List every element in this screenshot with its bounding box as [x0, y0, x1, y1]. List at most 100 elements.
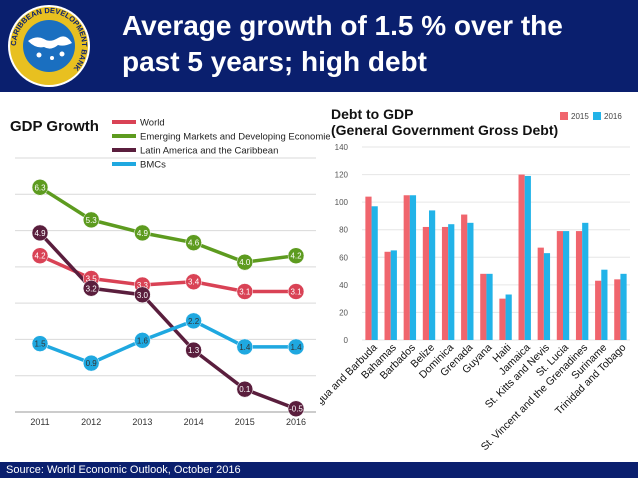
gdp-data-point	[185, 273, 202, 290]
debt-bar	[467, 222, 474, 340]
gdp-data-point	[134, 332, 151, 349]
gdp-data-point	[185, 312, 202, 330]
gdp-data-point	[31, 335, 49, 352]
gdp-data-label: 5.3	[86, 216, 98, 225]
gdp-growth-chart: 2011 2012 2013 2014 2015 2016 World Emerging Ma…	[15, 118, 330, 427]
debt-title-sub: (General Government Gross Debt)	[331, 122, 559, 138]
gdp-data-label: 3.0	[137, 291, 149, 300]
footer-banner: Source: World Economic Outlook, October …	[0, 462, 638, 478]
debt-bar	[543, 253, 551, 340]
debt-title-main: Debt to GDP	[331, 106, 414, 122]
gdp-data-label: 4.2	[34, 252, 46, 261]
gdp-data-label: 2.2	[188, 317, 200, 326]
gdp-data-point	[31, 224, 49, 242]
gdp-data-point	[185, 341, 202, 359]
gdp-data-point	[287, 338, 305, 356]
title-line-2: past 5 years; high debt	[122, 46, 427, 77]
gdp-data-point	[82, 211, 100, 229]
gdp-data-label: 4.9	[34, 229, 46, 238]
debt-bar	[422, 226, 429, 340]
gdp-data-label: 1.4	[290, 343, 302, 352]
gdp-x-tick-label: 2012	[81, 417, 101, 427]
debt-bar	[429, 210, 436, 340]
debt-bar	[537, 247, 544, 340]
title-banner	[0, 0, 638, 92]
gdp-data-point	[82, 354, 100, 372]
gdp-data-point	[236, 253, 254, 271]
gdp-legend-label: Latin America and the Caribbean	[140, 146, 278, 157]
gdp-data-label: 1.3	[188, 346, 200, 355]
gdp-data-point	[134, 286, 151, 304]
debt-bar	[524, 175, 531, 340]
debt-bar	[563, 231, 570, 340]
logo-island-dot	[59, 51, 65, 57]
debt-y-tick-label: 40	[339, 281, 348, 290]
gdp-series-line	[39, 254, 296, 294]
debt-bar	[486, 273, 493, 340]
cdb-logo: CARIBBEAN DEVELOPMENT BANK	[8, 5, 90, 87]
gdp-data-point	[185, 234, 202, 251]
source-note: Source: World Economic Outlook, October …	[6, 464, 241, 476]
gdp-series-line	[39, 185, 297, 264]
debt-bar	[614, 279, 621, 340]
debt-legend-swatch	[593, 112, 601, 120]
logo-islands	[28, 36, 72, 49]
debt-legend-label: 2015	[571, 112, 589, 121]
debt-x-tick-label: Antigua and Barbuda	[320, 342, 380, 420]
slide-title: Average growth of 1.5 % over the past 5 …	[122, 8, 627, 80]
debt-y-tick-label: 80	[339, 226, 348, 235]
debt-bar	[365, 196, 372, 340]
debt-chart-title: Debt to GDP (General Government Gross De…	[331, 106, 558, 138]
debt-bar	[575, 231, 583, 340]
gdp-data-label: 3.1	[290, 288, 302, 297]
gdp-series-line	[38, 231, 297, 411]
gdp-data-point	[82, 280, 100, 297]
debt-bar	[601, 269, 608, 340]
gdp-x-tick-label: 2013	[132, 417, 152, 427]
debt-y-tick-label: 120	[335, 171, 349, 180]
debt-bar	[499, 298, 506, 340]
gdp-data-label: 3.3	[137, 281, 149, 290]
gdp-chart-title: GDP Growth	[10, 118, 99, 135]
gdp-data-point	[236, 283, 254, 300]
debt-y-tick-label: 60	[339, 253, 348, 262]
gdp-data-point	[236, 338, 254, 356]
debt-bar	[480, 273, 487, 340]
debt-bar	[409, 195, 417, 340]
debt-bar	[371, 206, 378, 340]
gdp-data-point	[287, 400, 305, 417]
gdp-data-label: 3.1	[239, 288, 251, 297]
gdp-data-label: 4.9	[137, 229, 149, 238]
debt-bar	[390, 250, 397, 340]
debt-bar	[556, 231, 563, 340]
debt-bar	[441, 226, 449, 340]
gdp-data-label: 4.6	[188, 239, 200, 248]
gdp-data-label: -0.5	[289, 405, 303, 414]
gdp-legend-label: Emerging Markets and Developing Economie…	[140, 132, 330, 143]
gdp-data-point	[31, 179, 49, 196]
gdp-data-label: 3.4	[188, 278, 200, 287]
gdp-data-point	[134, 224, 151, 242]
gdp-data-label: 4.2	[290, 252, 302, 261]
gdp-data-label: 3.5	[86, 274, 98, 283]
logo-island-dot	[50, 56, 54, 60]
logo-island-dot	[36, 52, 42, 58]
gdp-x-tick-label: 2015	[235, 417, 255, 427]
debt-to-gdp-chart: 0 20 40 60 80 100 120 140 2015 2016 Antigua and Ba…	[320, 112, 630, 453]
gdp-data-label: 4.0	[239, 258, 251, 267]
gdp-data-label: 1.5	[34, 340, 46, 349]
debt-bar	[595, 280, 602, 340]
debt-bar	[518, 174, 525, 340]
debt-legend-label: 2016	[604, 112, 622, 121]
debt-y-tick-label: 0	[344, 336, 349, 345]
gdp-x-tick-label: 2011	[30, 417, 49, 427]
gdp-x-tick-label: 2014	[184, 417, 204, 427]
gdp-data-label: 0.1	[239, 385, 251, 394]
debt-bar	[505, 294, 512, 340]
debt-y-tick-label: 100	[335, 198, 349, 207]
debt-bar	[448, 224, 455, 340]
debt-y-tick-label: 140	[335, 143, 349, 152]
debt-bar	[403, 195, 410, 340]
gdp-data-label: 0.9	[86, 359, 98, 368]
gdp-data-label: 6.3	[34, 183, 46, 192]
